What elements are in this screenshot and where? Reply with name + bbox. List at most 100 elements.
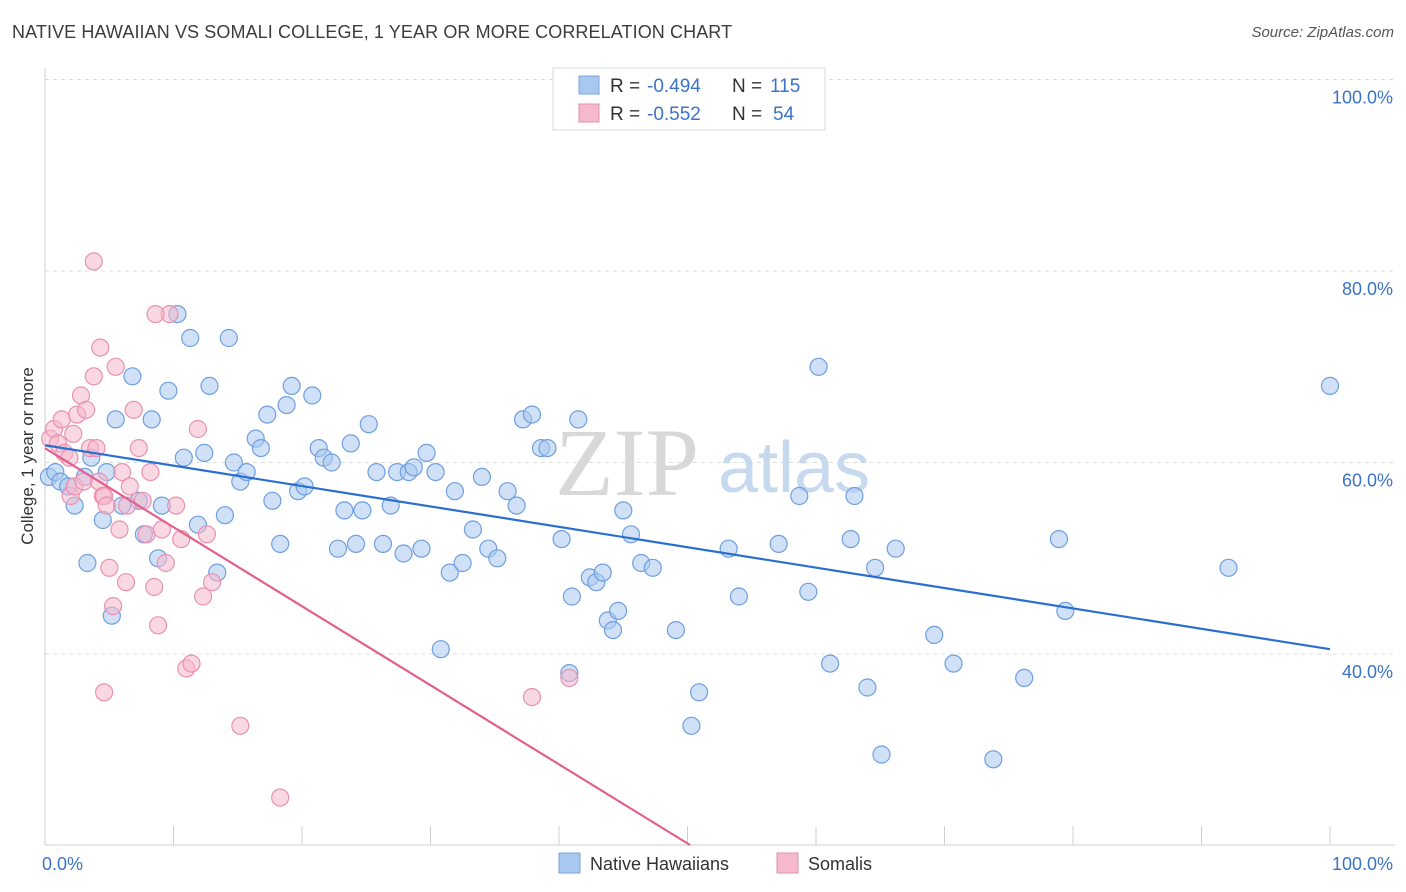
native-hawaiians-point-100: [845, 486, 864, 506]
native-hawaiians-point-81: [593, 563, 612, 582]
somalis-point-3: [52, 410, 71, 429]
native-hawaiians-point-49: [353, 501, 372, 520]
native-hawaiians-point-72: [522, 405, 542, 424]
somalis-point-23: [112, 463, 132, 482]
somalis-point-45: [91, 338, 110, 357]
native-hawaiians-point-88: [643, 558, 662, 577]
native-hawaiians-point-61: [431, 640, 450, 659]
native-hawaiians-point-22: [181, 328, 200, 348]
somalis-point-19: [100, 558, 119, 577]
y-tick-label-40: 40.0%: [1342, 662, 1393, 682]
somalis-point-20: [103, 596, 123, 616]
native-hawaiians-point-94: [769, 534, 788, 554]
somalis-point-28: [133, 491, 152, 510]
somalis-point-48: [231, 716, 250, 735]
native-hawaiians-point-50: [359, 415, 378, 434]
native-hawaiians-point-106: [944, 654, 963, 673]
native-hawaiians-point-84: [608, 601, 628, 621]
native-hawaiians-point-13: [123, 367, 142, 386]
somalis-point-34: [156, 553, 175, 573]
native-hawaiians-point-48: [346, 534, 366, 554]
native-hawaiians-point-96: [799, 582, 818, 601]
somalis-point-47: [94, 683, 114, 702]
somalis-point-49: [271, 788, 290, 807]
native-hawaiians-point-24: [195, 443, 214, 462]
gridlines: [45, 79, 1395, 655]
legend-n-value-2: 54: [773, 104, 795, 125]
trend-lines: [44, 444, 1331, 846]
somalis-point-50: [522, 687, 542, 707]
legend-n-label-1: N =: [732, 76, 762, 97]
somalis-point-51: [560, 668, 579, 688]
somalis-point-39: [182, 654, 201, 673]
native-hawaiians-point-29: [224, 453, 243, 472]
series-somalis: [40, 252, 579, 807]
somalis-point-46: [146, 305, 165, 324]
native-hawaiians-point-99: [841, 529, 860, 549]
legend: R = -0.494 N = 115 R = -0.552 N = 54: [552, 67, 826, 131]
axes: [44, 68, 1395, 846]
native-hawaiians-point-37: [277, 396, 296, 415]
chart-title: NATIVE HAWAIIAN VS SOMALI COLLEGE, 1 YEA…: [12, 22, 733, 42]
native-hawaiians-point-27: [215, 506, 234, 525]
somalis-point-30: [141, 463, 160, 482]
native-hawaiians-point-78: [569, 410, 588, 429]
native-hawaiians-point-105: [925, 625, 944, 645]
somalis-point-13: [84, 367, 103, 386]
legend-swatch-pink: [578, 103, 600, 123]
y-tick-label-60: 60.0%: [1342, 471, 1393, 491]
legend-r-value-2: -0.552: [647, 104, 701, 125]
trend-native-hawaiians: [44, 444, 1331, 651]
native-hawaiians-point-63: [445, 482, 464, 501]
somalis-point-27: [129, 439, 148, 458]
somalis-point-31: [145, 577, 164, 597]
native-hawaiians-point-6: [78, 553, 97, 573]
native-hawaiians-point-35: [263, 491, 282, 510]
legend-n-label-2: N =: [732, 104, 762, 125]
native-hawaiians-point-102: [865, 558, 885, 577]
native-hawaiians-point-110: [1056, 601, 1075, 621]
native-hawaiians-point-44: [322, 453, 341, 472]
legend-r-label-2: R =: [610, 104, 640, 125]
somalis-point-26: [124, 400, 143, 419]
somalis-point-24: [116, 573, 136, 592]
somalis-point-52: [64, 424, 83, 443]
native-hawaiians-point-112: [1320, 376, 1340, 395]
legend-swatch-blue: [578, 75, 600, 95]
native-hawaiians-point-108: [1015, 668, 1034, 688]
somalis-point-11: [76, 400, 96, 419]
native-hawaiians-point-89: [666, 620, 686, 640]
native-hawaiians-point-98: [820, 654, 840, 673]
native-hawaiians-point-93: [729, 587, 749, 606]
somalis-point-22: [110, 520, 129, 539]
native-hawaiians-point-62: [440, 563, 459, 582]
source-label: Source: ZipAtlas.com: [1251, 24, 1394, 41]
native-hawaiians-point-47: [341, 434, 360, 453]
native-hawaiians-point-21: [174, 448, 193, 467]
bottom-legend-swatch-blue: [558, 852, 581, 874]
native-hawaiians-point-83: [603, 620, 623, 640]
somalis-point-21: [106, 357, 125, 376]
somalis-point-41: [194, 587, 213, 606]
native-hawaiians-point-90: [682, 716, 701, 735]
y-tick-label-100: 100.0%: [1332, 88, 1393, 108]
native-hawaiians-point-69: [498, 482, 517, 501]
native-hawaiians-point-11: [106, 410, 125, 429]
bottom-legend-swatch-pink: [776, 852, 799, 874]
native-hawaiians-point-19: [159, 381, 178, 400]
native-hawaiians-point-36: [271, 534, 290, 554]
native-hawaiians-point-70: [507, 496, 526, 515]
bottom-legend-native-hawaiians: Native Hawaiians: [590, 854, 729, 874]
somalis-point-40: [188, 419, 207, 439]
legend-r-label-1: R =: [610, 76, 640, 97]
somalis-point-25: [120, 477, 139, 496]
native-hawaiians-point-101: [858, 678, 877, 697]
native-hawaiians-point-66: [472, 467, 491, 486]
x-tick-label-min: 0.0%: [42, 854, 83, 874]
native-hawaiians-point-25: [200, 376, 219, 395]
native-hawaiians-point-38: [282, 376, 301, 395]
native-hawaiians-point-104: [886, 539, 905, 558]
somalis-point-43: [203, 573, 222, 592]
native-hawaiians-point-52: [373, 534, 393, 554]
native-hawaiians-point-51: [367, 463, 386, 482]
